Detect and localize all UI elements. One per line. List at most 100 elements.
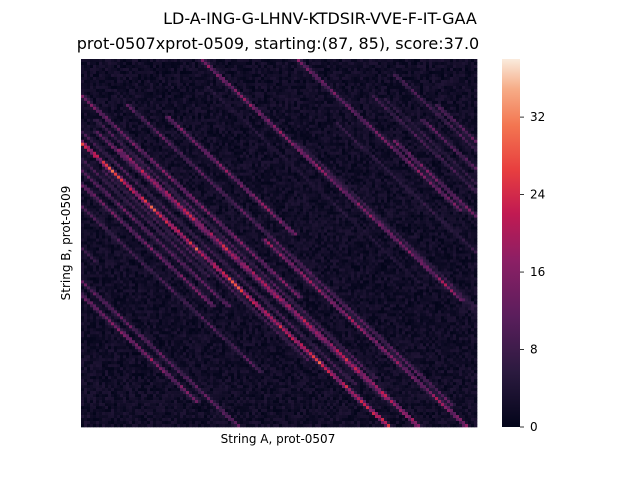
heatmap-cell [174,136,178,141]
heatmap-cell [294,145,298,150]
heatmap-cell [264,151,268,156]
heatmap-cell [120,106,124,111]
heatmap-cell [135,106,139,111]
heatmap-cell [132,109,136,114]
heatmap-cell [87,130,91,135]
heatmap-cell [117,169,121,174]
heatmap-cell [444,94,448,99]
heatmap-cell [321,67,325,72]
heatmap-cell [327,133,331,138]
heatmap-cell [462,142,466,147]
heatmap-cell [126,97,130,102]
heatmap-cell [375,130,379,135]
heatmap-cell [309,115,313,120]
heatmap-cell [192,169,196,174]
heatmap-cell [321,94,325,99]
heatmap-cell [366,139,370,144]
heatmap-cell [87,169,91,174]
heatmap-cell [171,169,175,174]
heatmap-cell [402,157,406,162]
heatmap-cell [441,130,445,135]
heatmap-cell [441,94,445,99]
heatmap-cell [387,70,391,75]
heatmap-cell [294,133,298,138]
heatmap-cell [234,106,238,111]
heatmap-cell [327,157,331,162]
heatmap-cell [312,94,316,99]
heatmap-cell [408,163,412,168]
heatmap-cell [252,88,256,93]
heatmap-cell [354,124,358,129]
heatmap-cell [315,82,319,87]
heatmap-cell [408,94,412,99]
heatmap-cell [309,166,313,171]
heatmap-cell [456,136,460,141]
heatmap-cell [264,73,268,78]
heatmap-cell [114,79,118,84]
heatmap-cell [252,160,256,165]
heatmap-cell [426,85,430,90]
heatmap-cell [138,169,142,174]
heatmap-cell [327,169,331,174]
heatmap-cell [192,82,196,87]
heatmap-cell [141,136,145,141]
heatmap-cell [147,151,151,156]
heatmap-cell [201,133,205,138]
heatmap-cell [99,73,103,78]
heatmap-cell [336,127,340,132]
heatmap-cell [249,130,253,135]
heatmap-cell [327,112,331,117]
heatmap-cell [459,91,463,96]
heatmap-cell [387,88,391,93]
heatmap-cell [387,64,391,69]
heatmap-cell [321,124,325,129]
heatmap-cell [309,109,313,114]
heatmap-cell [471,103,475,108]
heatmap-cell [246,73,250,78]
heatmap-cell [303,166,307,171]
heatmap-cell [84,100,88,105]
heatmap-cell [474,121,478,126]
heatmap-cell [387,100,391,105]
heatmap-cell [303,73,307,78]
heatmap-cell [210,166,214,171]
heatmap-cell [147,97,151,102]
heatmap-cell [168,124,172,129]
heatmap-cell [189,115,193,120]
heatmap-cell [414,130,418,135]
heatmap-cell [165,127,169,132]
heatmap-cell [135,160,139,165]
heatmap-cell [279,73,283,78]
heatmap-cell [174,100,178,105]
heatmap-cell [432,88,436,93]
heatmap-cell [333,97,337,102]
heatmap-cell [264,76,268,81]
heatmap-cell [393,115,397,120]
heatmap-cell [324,70,328,75]
heatmap-cell [96,106,100,111]
heatmap-cell [432,154,436,159]
heatmap-cell [204,106,208,111]
heatmap-cell [177,139,181,144]
heatmap-cell [171,88,175,93]
heatmap-cell [207,130,211,135]
heatmap-cell [330,61,334,66]
heatmap-cell [114,118,118,123]
heatmap-cell [177,151,181,156]
heatmap-cell [408,157,412,162]
heatmap-cell [273,79,277,84]
heatmap-cell [351,160,355,165]
heatmap-cell [447,148,451,153]
heatmap-cell [381,130,385,135]
heatmap-cell [291,112,295,117]
heatmap-cell [156,169,160,174]
heatmap-cell [231,82,235,87]
heatmap-cell [93,82,97,87]
heatmap-cell [126,157,130,162]
heatmap-cell [174,76,178,81]
heatmap-cell [351,59,355,63]
heatmap-cell [321,151,325,156]
heatmap-cell [225,157,229,162]
heatmap-cell [144,100,148,105]
heatmap-cell [255,154,259,159]
